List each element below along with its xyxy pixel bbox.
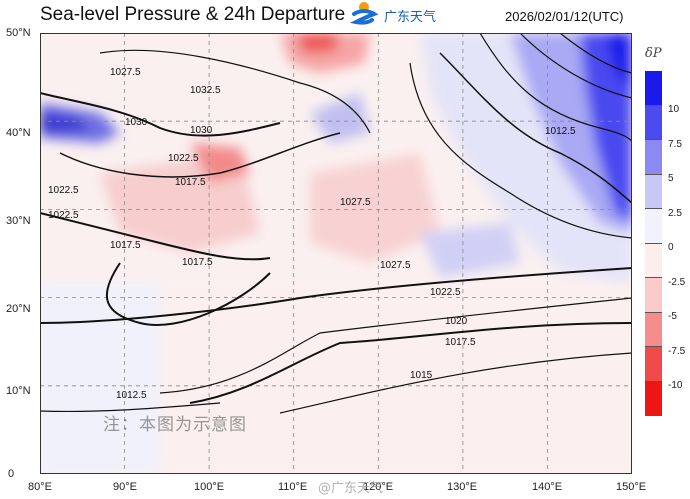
colorbar-tick: 0: [668, 242, 674, 253]
svg-text:1022.5: 1022.5: [168, 153, 199, 164]
svg-text:1017.5: 1017.5: [182, 257, 213, 268]
svg-text:1020: 1020: [445, 316, 468, 327]
colorbar-bin: [645, 140, 662, 175]
svg-text:1017.5: 1017.5: [110, 240, 141, 251]
schematic-note-watermark: 注：本图为示意图: [103, 415, 247, 435]
svg-text:1017.5: 1017.5: [175, 177, 206, 188]
colorbar-bin: [645, 71, 662, 106]
colorbar-bin: [645, 174, 662, 209]
colorbar-tick: 10: [668, 104, 680, 115]
x-tick-130E: 130°E: [447, 481, 478, 493]
colorbar-tick: 5: [668, 173, 674, 184]
colorbar-bin: [645, 243, 662, 278]
svg-text:1030: 1030: [190, 125, 213, 136]
x-tick-120E: 120°E: [363, 481, 394, 493]
colorbar-tick: 7.5: [668, 139, 682, 150]
pressure-map: 1027.5 1032.5 1030 1030 1022.5 1017.5 10…: [40, 33, 632, 474]
svg-text:1027.5: 1027.5: [110, 67, 141, 78]
svg-text:1027.5: 1027.5: [380, 260, 411, 271]
y-tick-0: 0: [8, 468, 15, 480]
y-tick-10N: 10°N: [6, 385, 31, 397]
contour-labels: 1027.5 1032.5 1030 1030 1022.5 1017.5 10…: [48, 67, 576, 401]
colorbar-bin: [645, 312, 662, 347]
svg-text:1022.5: 1022.5: [48, 210, 79, 221]
svg-text:1012.5: 1012.5: [116, 390, 147, 401]
svg-text:1017.5: 1017.5: [445, 337, 476, 348]
y-tick-40N: 40°N: [6, 127, 31, 139]
x-tick-80E: 80°E: [28, 481, 52, 493]
chart-timestamp: 2026/02/01/12(UTC): [505, 9, 624, 24]
svg-text:1030: 1030: [125, 117, 148, 128]
x-tick-100E: 100°E: [194, 481, 225, 493]
colorbar-tick: -2.5: [668, 277, 686, 288]
x-tick-90E: 90°E: [113, 481, 137, 493]
colorbar-tick: -7.5: [668, 346, 686, 357]
colorbar-bin: [645, 347, 662, 382]
svg-text:1027.5: 1027.5: [340, 197, 371, 208]
svg-text:1012.5: 1012.5: [545, 126, 576, 137]
colorbar-bin: [645, 278, 662, 313]
y-tick-20N: 20°N: [6, 303, 31, 315]
x-tick-150E: 150°E: [616, 481, 647, 493]
logo-text: 广东天气: [384, 10, 437, 25]
x-tick-140E: 140°E: [532, 481, 563, 493]
isobars: [40, 33, 632, 414]
y-tick-30N: 30°N: [6, 215, 31, 227]
guangdong-weather-logo-icon: [350, 2, 379, 25]
colorbar-bin: [645, 105, 662, 140]
colorbar-tick: -5: [668, 311, 677, 322]
svg-text:1022.5: 1022.5: [430, 287, 461, 298]
x-tick-110E: 110°E: [278, 481, 308, 493]
colorbar-label: δP: [645, 46, 662, 61]
svg-text:1015: 1015: [410, 370, 433, 381]
colorbar-tick: 2.5: [668, 208, 682, 219]
svg-text:1032.5: 1032.5: [190, 85, 221, 96]
colorbar-tick: -10: [668, 380, 683, 391]
colorbar: [645, 71, 662, 416]
weibo-watermark: @广东天气: [318, 481, 384, 496]
svg-text:1022.5: 1022.5: [48, 185, 79, 196]
departure-shading: [40, 33, 632, 474]
colorbar-bin: [645, 209, 662, 244]
y-tick-50N: 50°N: [6, 27, 31, 39]
colorbar-bin: [645, 381, 662, 416]
chart-title: Sea-level Pressure & 24h Departure: [40, 4, 346, 25]
